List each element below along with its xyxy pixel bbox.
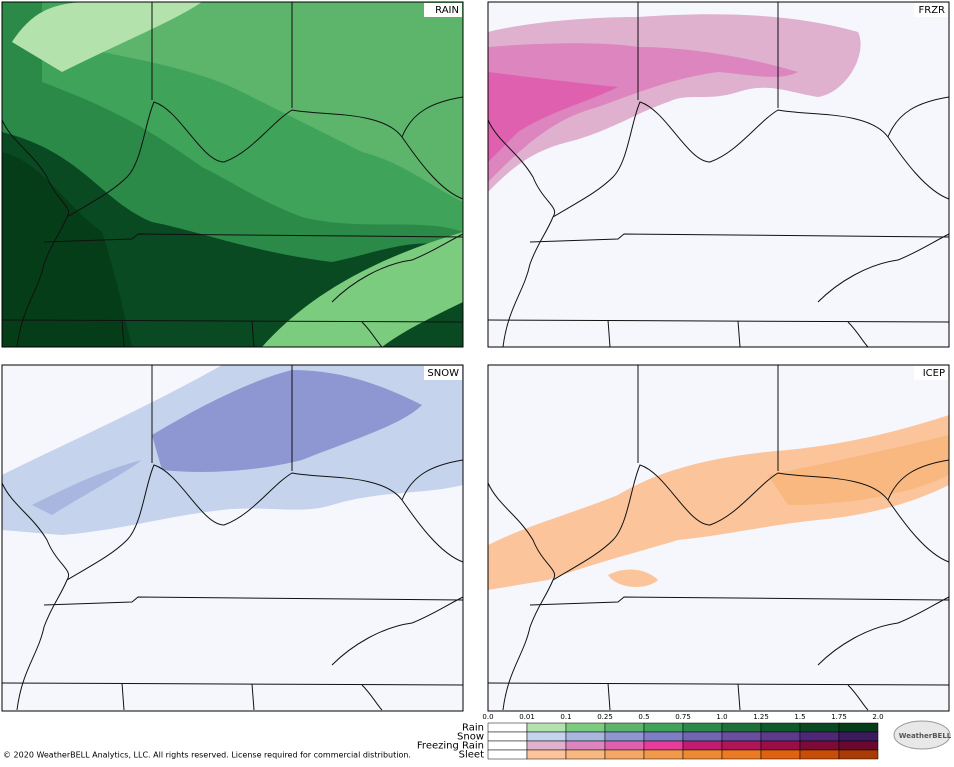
legend-swatch — [760, 740, 801, 751]
copyright: © 2020 WeatherBELL Analytics, LLC. All r… — [3, 751, 411, 760]
legend-swatch — [682, 731, 723, 742]
precip-area — [12, 2, 202, 72]
legend-swatch — [682, 722, 723, 733]
legend-row-label: Snow — [457, 732, 484, 743]
legend-swatch — [799, 731, 840, 742]
legend-tick-label: 1.75 — [831, 713, 847, 721]
icep-panel: ICEP — [487, 364, 950, 712]
legend-swatch — [799, 740, 840, 751]
legend-swatch — [604, 749, 645, 760]
precip-area — [32, 460, 142, 515]
legend-tick-label: 0.01 — [519, 713, 535, 721]
legend-swatch — [487, 740, 528, 751]
legend-swatch — [604, 722, 645, 733]
panel-label: ICEP — [923, 368, 945, 379]
precip-area — [2, 152, 132, 347]
legend-swatch — [526, 722, 567, 733]
legend-swatch — [760, 749, 801, 760]
legend-swatch — [526, 731, 567, 742]
legend-swatch — [838, 731, 879, 742]
legend-swatch — [565, 731, 606, 742]
legend-swatch — [487, 731, 528, 742]
legend-swatch — [565, 740, 606, 751]
legend-swatch — [721, 722, 762, 733]
legend-swatch — [643, 722, 684, 733]
legend-swatch — [799, 722, 840, 733]
legend-tick-label: 0.5 — [638, 713, 649, 721]
legend-tick-label: 0.75 — [675, 713, 691, 721]
legend-swatch — [487, 749, 528, 760]
rain-panel: RAIN — [1, 1, 464, 348]
legend-swatch — [565, 749, 606, 760]
panel-label: RAIN — [435, 5, 459, 16]
snow-panel: SNOW — [1, 364, 464, 712]
legend-tick-label: 0.25 — [597, 713, 613, 721]
panel-label: FRZR — [919, 5, 946, 16]
legend-swatch — [838, 722, 879, 733]
legend-tick-label: 2.0 — [872, 713, 883, 721]
legend-swatch — [721, 749, 762, 760]
panel-frame — [1, 1, 464, 348]
legend-swatch — [760, 731, 801, 742]
legend-swatch — [643, 731, 684, 742]
legend-swatch — [721, 740, 762, 751]
label-box — [424, 3, 462, 17]
legend-swatch — [760, 722, 801, 733]
legend-swatch — [487, 722, 528, 733]
legend-swatch — [565, 722, 606, 733]
precip-area — [608, 569, 658, 587]
label-box — [914, 3, 948, 17]
panel-frame — [1, 364, 464, 712]
panel-frame — [487, 1, 950, 348]
legend-row-label: Sleet — [459, 750, 484, 761]
legend-swatch — [838, 740, 879, 751]
precip-area — [488, 43, 798, 182]
legend-swatch — [721, 731, 762, 742]
legend-swatch — [526, 740, 567, 751]
legend: 0.0 0.01 0.1 0.25 0.5 0.75 1.0 1.25 1.5 1.75 2.0 Ra… — [417, 713, 884, 761]
panel-frame — [487, 364, 950, 712]
legend-tick-label: 0.0 — [482, 713, 493, 721]
label-box — [424, 366, 462, 380]
legend-swatch — [643, 740, 684, 751]
precip-area — [262, 232, 463, 347]
legend-tick-label: 0.1 — [560, 713, 571, 721]
logo-mark — [893, 720, 951, 750]
precip-area — [72, 2, 463, 202]
precip-area — [488, 415, 949, 590]
legend-swatch — [682, 749, 723, 760]
legend-row-label: Freezing Rain — [417, 741, 484, 752]
precip-area — [768, 435, 949, 505]
legend-swatch — [799, 749, 840, 760]
panel-label: SNOW — [427, 368, 459, 379]
legend-row-label: Rain — [462, 723, 484, 734]
legend-tick-label: 1.0 — [716, 713, 727, 721]
frzr-panel: FRZR — [487, 1, 950, 348]
legend-tick-label: 1.25 — [753, 713, 769, 721]
legend-swatch — [682, 740, 723, 751]
legend-swatch — [838, 749, 879, 760]
precip-area — [488, 72, 618, 162]
precip-area — [152, 370, 422, 472]
label-box — [914, 366, 948, 380]
legend-swatch — [604, 740, 645, 751]
legend-swatch — [526, 749, 567, 760]
legend-tick-label: 1.5 — [794, 713, 805, 721]
logo: WeatherBELL — [899, 732, 952, 740]
legend-swatch — [643, 749, 684, 760]
legend-swatch — [604, 731, 645, 742]
